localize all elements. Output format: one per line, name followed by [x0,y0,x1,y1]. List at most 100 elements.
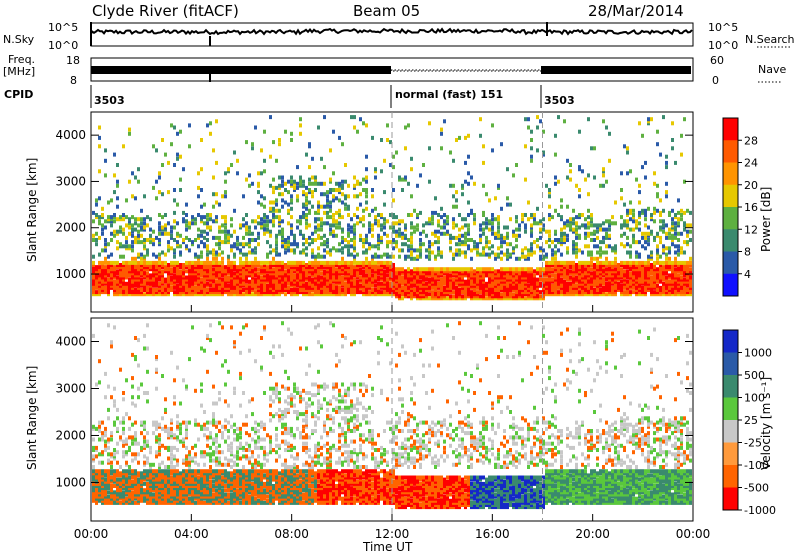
data-cell [197,171,200,176]
data-cell [230,290,233,295]
data-cell [185,260,188,265]
data-cell [116,469,119,474]
data-cell [377,238,380,242]
data-cell [182,240,185,245]
data-cell [254,267,257,272]
data-cell [443,275,446,280]
data-cell [308,279,311,284]
data-cell [500,233,503,238]
data-cell [506,231,509,236]
data-cell [356,179,359,184]
data-cell [320,192,323,197]
data-cell [311,260,314,265]
data-cell [128,290,131,295]
data-cell [632,285,635,290]
data-cell [473,213,476,217]
data-cell [626,263,629,267]
data-cell [158,213,161,217]
data-cell [482,144,485,149]
data-cell [401,275,404,280]
data-cell [116,500,119,505]
data-cell [233,273,236,278]
data-cell [581,263,584,267]
data-cell [224,233,227,238]
data-cell [170,263,173,267]
data-cell [161,273,164,278]
data-cell [236,238,239,242]
data-cell [170,260,173,265]
data-cell [350,275,353,280]
data-cell [503,235,506,240]
data-cell [281,285,284,290]
data-cell [458,271,461,276]
data-cell [386,265,389,270]
data-cell [149,277,152,282]
data-cell [326,285,329,290]
data-cell [527,283,530,288]
data-cell [314,273,317,278]
data-cell [323,260,326,265]
data-cell [503,277,506,282]
data-cell [113,479,116,484]
data-cell [449,269,452,274]
data-cell [605,281,608,286]
data-cell [494,294,497,299]
data-cell [398,281,401,286]
data-cell [134,277,137,282]
nave-label: Nave [758,63,786,76]
data-cell [95,481,98,486]
data-cell [104,494,107,499]
data-cell [395,290,398,295]
data-cell [548,285,551,290]
data-cell [521,285,524,290]
data-cell [173,238,176,242]
data-cell [584,267,587,272]
data-cell [173,260,176,265]
data-cell [500,277,503,282]
data-cell [281,238,284,242]
data-cell [497,288,500,292]
data-cell [302,265,305,270]
data-cell [578,188,581,192]
data-cell [653,171,656,176]
data-cell [500,240,503,245]
data-cell [488,267,491,272]
data-cell [524,281,527,286]
data-cell [311,288,314,292]
data-cell [92,277,95,282]
data-cell [182,238,185,242]
data-cell [608,235,611,240]
data-cell [398,294,401,299]
data-cell [305,213,308,217]
data-cell [614,260,617,265]
data-cell [629,169,632,174]
data-cell [215,242,218,247]
data-cell [680,250,683,255]
data-cell [101,486,104,491]
data-cell [419,269,422,274]
data-cell [227,285,230,290]
data-cell [260,285,263,290]
data-cell [626,235,629,240]
data-cell [269,265,272,270]
data-cell [410,277,413,282]
data-cell [164,279,167,284]
data-cell [104,496,107,501]
data-cell [104,281,107,286]
data-cell [164,285,167,290]
data-cell [524,225,527,230]
data-cell [578,269,581,274]
data-cell [416,290,419,295]
data-cell [185,202,188,207]
data-cell [662,292,665,297]
data-cell [446,288,449,292]
data-cell [308,263,311,267]
data-cell [650,288,653,292]
data-cell [599,240,602,245]
data-cell [437,240,440,245]
data-cell [182,275,185,280]
data-cell [338,269,341,274]
data-cell [305,202,308,207]
data-cell [419,231,422,236]
data-cell [170,267,173,272]
